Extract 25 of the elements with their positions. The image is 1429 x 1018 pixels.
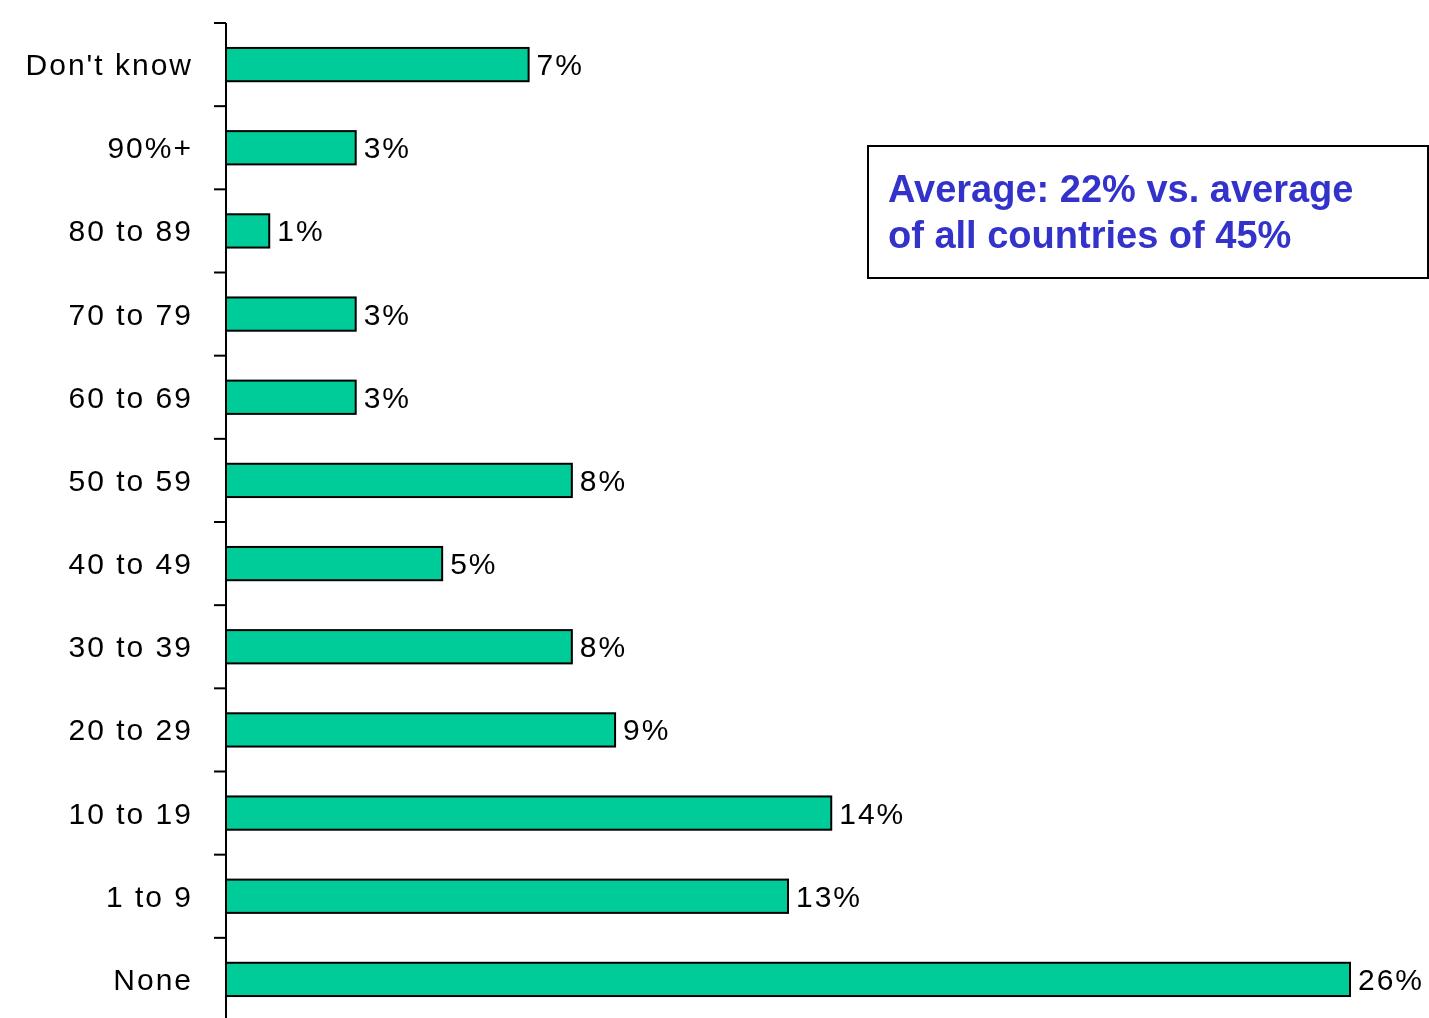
y-tick-label: 20 to 29: [68, 713, 193, 747]
data-label: 5%: [450, 547, 498, 581]
data-label: 13%: [796, 879, 863, 913]
data-label: 1%: [277, 214, 325, 248]
y-tick-label: 90%+: [107, 131, 193, 165]
data-label: 14%: [839, 796, 906, 830]
data-label: 9%: [623, 713, 671, 747]
y-tick-label: Don't know: [25, 48, 193, 82]
data-label: 8%: [579, 630, 628, 664]
y-tick-label: 10 to 19: [68, 796, 193, 830]
y-tick-label: 70 to 79: [68, 297, 193, 331]
data-label: 3%: [363, 380, 412, 414]
y-tick-label: 60 to 69: [68, 380, 193, 414]
y-tick-label: 80 to 89: [68, 214, 193, 248]
annotation: Average: 22% vs. average of all countries of 45%: [888, 168, 1354, 256]
data-label: 3%: [363, 297, 412, 331]
y-tick-label: 50 to 59: [68, 463, 193, 497]
y-tick-label: 1 to 9: [105, 879, 193, 913]
y-tick-label: None: [113, 962, 193, 996]
data-label: 26%: [1358, 962, 1425, 996]
data-label: 8%: [579, 463, 628, 497]
y-tick-label: 40 to 49: [68, 547, 193, 581]
data-label: 3%: [363, 131, 412, 165]
y-tick-label: 30 to 39: [68, 630, 193, 664]
data-label: 7%: [536, 48, 584, 82]
